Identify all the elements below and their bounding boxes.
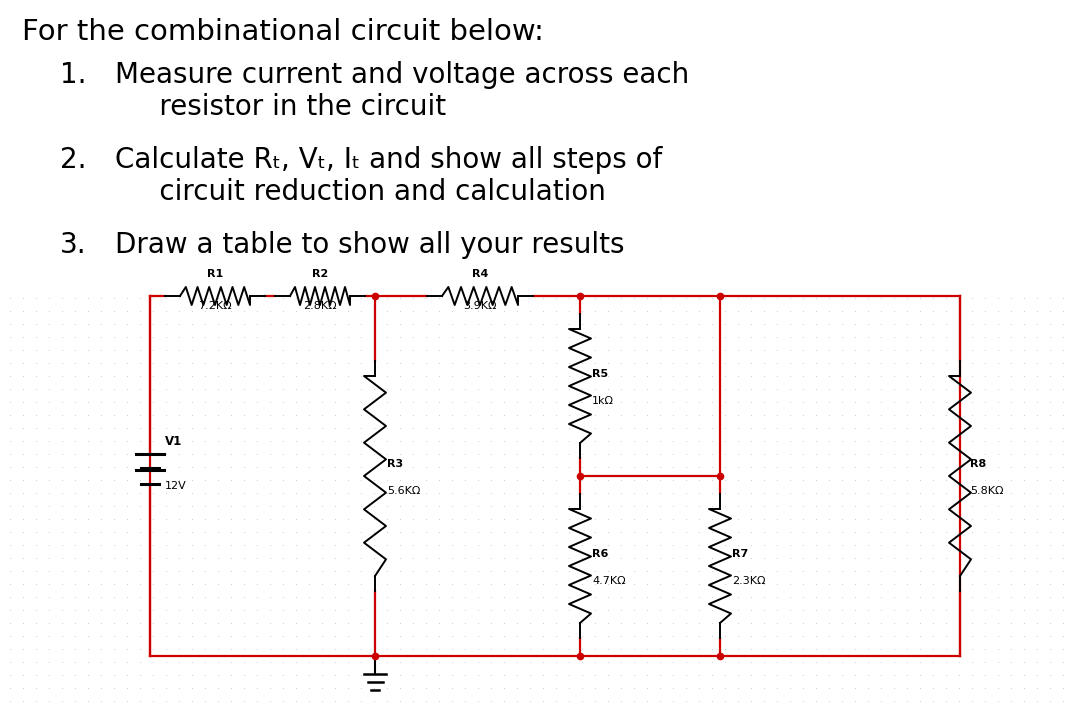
Text: R4: R4	[472, 269, 488, 279]
Text: Calculate Rₜ, Vₜ, Iₜ and show all steps of
     circuit reduction and calculatio: Calculate Rₜ, Vₜ, Iₜ and show all steps …	[114, 146, 662, 206]
Text: 12V: 12V	[165, 481, 187, 491]
Text: 5.6KΩ: 5.6KΩ	[387, 486, 420, 496]
Text: R5: R5	[592, 369, 608, 379]
Text: 3.: 3.	[60, 231, 86, 259]
Text: 7.2KΩ: 7.2KΩ	[199, 301, 232, 311]
Text: R2: R2	[312, 269, 328, 279]
Text: 1kΩ: 1kΩ	[592, 396, 615, 406]
Text: 5.8KΩ: 5.8KΩ	[970, 486, 1003, 496]
Text: Draw a table to show all your results: Draw a table to show all your results	[114, 231, 624, 259]
Text: 2.: 2.	[60, 146, 86, 174]
Text: 2.8KΩ: 2.8KΩ	[303, 301, 337, 311]
Text: R7: R7	[732, 549, 748, 559]
Text: For the combinational circuit below:: For the combinational circuit below:	[22, 18, 544, 46]
Text: 3.9KΩ: 3.9KΩ	[463, 301, 497, 311]
Text: 2.3KΩ: 2.3KΩ	[732, 576, 766, 586]
Text: R8: R8	[970, 459, 986, 469]
Text: 1.: 1.	[60, 61, 86, 89]
Text: 4.7KΩ: 4.7KΩ	[592, 576, 625, 586]
Text: R1: R1	[207, 269, 224, 279]
Text: Measure current and voltage across each
     resistor in the circuit: Measure current and voltage across each …	[114, 61, 689, 122]
Text: V1: V1	[165, 435, 183, 448]
Text: R3: R3	[387, 459, 403, 469]
Text: R6: R6	[592, 549, 608, 559]
